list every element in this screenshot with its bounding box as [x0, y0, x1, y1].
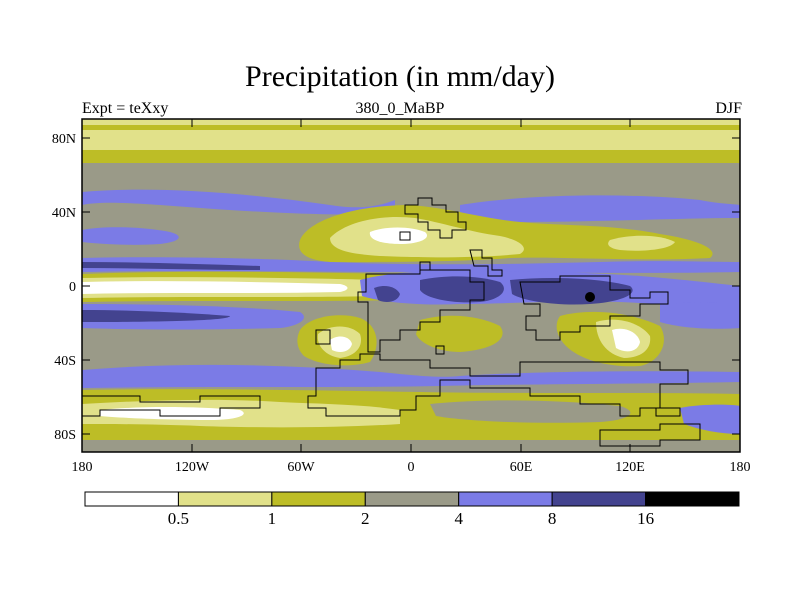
south-polar-grey	[430, 400, 631, 423]
band-north-light	[82, 130, 740, 150]
stropic-wet-core	[82, 310, 230, 322]
max-precip-spot	[585, 292, 595, 302]
lat-tick-40s: 40S	[54, 354, 76, 369]
coast-south-continent	[307, 353, 689, 417]
coast-equator-east	[519, 275, 669, 341]
ntropic-wet-core	[82, 262, 260, 270]
coast-island-c	[315, 329, 331, 345]
legend-swatch-5	[551, 491, 647, 507]
map-title: Precipitation (in mm/day)	[245, 60, 555, 93]
storm-track-east	[460, 195, 740, 222]
legend-label-4: 8	[548, 509, 557, 528]
south-dry-east-white	[612, 328, 640, 352]
lat-tick-80s: 80S	[54, 428, 76, 443]
season-label: DJF	[715, 100, 742, 117]
coast-island-a	[399, 231, 411, 241]
lon-tick-180e: 180	[730, 460, 751, 475]
legend-swatch-0	[84, 491, 179, 507]
coast-south-east	[599, 423, 701, 447]
east-continent-light	[608, 235, 675, 251]
period-label: 380_0_MaBP	[355, 100, 445, 117]
lon-tick-60e: 60E	[510, 460, 533, 475]
equator-wet-core-west	[420, 276, 504, 303]
legend-swatch-3	[364, 491, 460, 507]
coast-island-e	[655, 407, 681, 417]
coast-north-b	[469, 249, 503, 277]
legend-label-1: 1	[268, 509, 277, 528]
legend-swatch-6	[645, 491, 740, 507]
north-continent-light	[330, 216, 524, 258]
lon-tick-120e: 120E	[615, 460, 645, 475]
experiment-label: Expt = teXxy	[82, 100, 169, 117]
equator-wet-core-small	[374, 286, 400, 302]
coast-island-d	[435, 345, 445, 355]
lon-tick-0: 0	[408, 460, 415, 475]
storm-track-west2	[82, 227, 179, 245]
legend-label-2: 2	[361, 509, 370, 528]
legend-label-5: 16	[637, 509, 654, 528]
lat-tick-0: 0	[69, 280, 76, 295]
storm-track-west	[82, 189, 395, 215]
equator-wet-core-east	[510, 278, 633, 305]
south-polar-blue	[680, 404, 740, 434]
legend-swatch-4	[458, 491, 553, 507]
south-mid-olive	[416, 315, 503, 352]
coast-north-a	[404, 197, 467, 239]
lat-tick-80n: 80N	[52, 132, 76, 147]
axis-ticks	[82, 119, 740, 452]
south-dry-west-white	[330, 336, 352, 352]
stropic-wet-east	[660, 302, 740, 329]
lon-tick-120w: 120W	[175, 460, 210, 475]
lat-tick-40n: 40N	[52, 206, 76, 221]
equator-dry	[82, 281, 348, 294]
coastlines	[82, 197, 701, 447]
legend-swatch-2	[271, 491, 366, 507]
north-continent-dry	[369, 227, 428, 244]
southern-storm-track	[82, 364, 740, 388]
coast-south-west	[82, 395, 261, 417]
lon-tick-60w: 60W	[287, 460, 315, 475]
coast-equator-continent	[357, 269, 485, 353]
legend-label-0: 0.5	[168, 509, 189, 528]
legend-label-3: 4	[454, 509, 463, 528]
lon-tick-180w: 180	[72, 460, 93, 475]
legend-swatch-1	[177, 491, 273, 507]
color-legend: 0.5 1 2 4 8 16	[84, 491, 740, 528]
